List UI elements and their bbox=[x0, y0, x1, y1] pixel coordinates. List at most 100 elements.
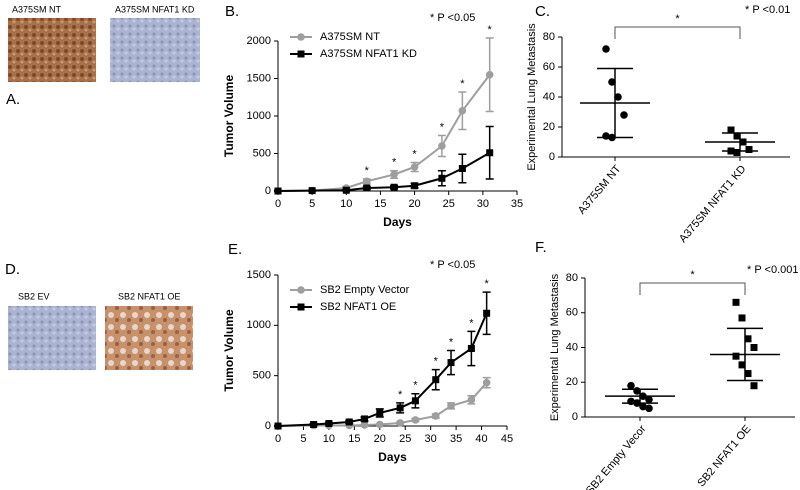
marker bbox=[733, 149, 741, 156]
significance-star: * bbox=[413, 380, 418, 392]
bracket bbox=[614, 26, 741, 39]
marker bbox=[608, 78, 616, 86]
x-tick-label: 45 bbox=[501, 433, 513, 445]
y-axis-label: Experimental Lung Metastasis bbox=[526, 23, 538, 171]
legend-label: SB2 Empty Vector bbox=[320, 284, 410, 296]
marker bbox=[467, 396, 476, 404]
marker bbox=[614, 93, 622, 101]
x-tick-label: 15 bbox=[348, 433, 360, 445]
marker bbox=[297, 50, 305, 58]
marker bbox=[342, 186, 350, 194]
significance-note: * P <0.001 bbox=[747, 264, 798, 276]
marker bbox=[438, 174, 446, 182]
marker bbox=[360, 421, 369, 429]
sd-bar bbox=[727, 327, 763, 382]
marker bbox=[297, 303, 305, 311]
marker bbox=[483, 309, 491, 317]
y-tick-label: 1000 bbox=[247, 110, 271, 122]
x-tick-label: 10 bbox=[323, 433, 335, 445]
significance-star: * bbox=[365, 165, 370, 177]
y-tick-label: 0 bbox=[549, 151, 555, 163]
marker bbox=[486, 149, 494, 157]
y-axis-label: Tumor Volume bbox=[222, 75, 236, 158]
ihc-image bbox=[8, 306, 96, 370]
marker bbox=[390, 170, 398, 179]
y-tick-label: 80 bbox=[543, 31, 555, 43]
legend-label: A375SM NT bbox=[320, 31, 380, 43]
marker bbox=[447, 402, 455, 410]
y-tick-label: 20 bbox=[543, 121, 555, 133]
series-line bbox=[277, 151, 491, 192]
marker bbox=[738, 314, 746, 322]
significance-star: * bbox=[449, 336, 454, 348]
ihc-image bbox=[105, 306, 193, 370]
marker bbox=[274, 422, 282, 430]
marker bbox=[411, 397, 419, 405]
significance-star: * bbox=[434, 356, 439, 368]
marker bbox=[297, 286, 305, 294]
sd-bar bbox=[722, 132, 758, 152]
marker bbox=[645, 395, 653, 404]
significance-note: * P <0.05 bbox=[430, 12, 475, 24]
bracket-label: * bbox=[690, 269, 695, 281]
marker bbox=[732, 352, 740, 360]
y-tick-label: 1500 bbox=[247, 269, 271, 281]
x-tick-label: 10 bbox=[340, 198, 352, 210]
x-tick-label: 25 bbox=[443, 198, 455, 210]
marker bbox=[308, 187, 316, 195]
x-axis-label: Days bbox=[378, 450, 407, 464]
marker bbox=[727, 126, 735, 134]
panel-label: F. bbox=[535, 239, 547, 256]
panel-label: E. bbox=[228, 241, 242, 258]
x-tick-label: 5 bbox=[309, 198, 315, 210]
marker bbox=[620, 111, 628, 119]
significance-star: * bbox=[412, 148, 417, 160]
marker bbox=[310, 420, 318, 428]
marker bbox=[482, 378, 491, 387]
marker bbox=[410, 163, 419, 171]
x-tick-label: 25 bbox=[399, 433, 411, 445]
y-tick-label: 80 bbox=[566, 272, 578, 284]
marker bbox=[645, 404, 653, 413]
marker bbox=[738, 361, 746, 369]
legend-label: A375SM NFAT1 KD bbox=[320, 48, 417, 60]
significance-star: * bbox=[398, 389, 403, 401]
marker bbox=[458, 165, 466, 172]
x-tick-label: SB2 NFAT1 OE bbox=[695, 423, 753, 489]
marker bbox=[602, 45, 610, 53]
ihc-image bbox=[110, 18, 200, 82]
x-tick-label: 35 bbox=[511, 198, 523, 210]
x-tick-label: 30 bbox=[477, 198, 489, 210]
marker bbox=[744, 370, 752, 378]
x-tick-label: 20 bbox=[374, 433, 386, 445]
marker bbox=[467, 344, 475, 352]
y-tick-label: 60 bbox=[543, 61, 555, 73]
x-tick-label: 35 bbox=[450, 433, 462, 445]
marker bbox=[376, 409, 384, 417]
marker bbox=[362, 177, 371, 186]
y-tick-label: 0 bbox=[265, 185, 271, 197]
marker bbox=[744, 335, 752, 343]
y-axis-label: Experimental Lung Metastasis bbox=[549, 273, 561, 421]
marker bbox=[390, 183, 398, 191]
y-tick-label: 1000 bbox=[247, 319, 271, 331]
panel-label: C. bbox=[535, 3, 550, 20]
image-caption: SB2 NFAT1 OE bbox=[118, 291, 180, 301]
significance-star: * bbox=[485, 278, 490, 290]
y-tick-label: 0 bbox=[265, 420, 271, 432]
series-line bbox=[277, 74, 491, 192]
marker bbox=[458, 106, 467, 115]
x-tick-label: 30 bbox=[425, 433, 437, 445]
marker bbox=[639, 402, 647, 411]
significance-star: * bbox=[488, 24, 493, 36]
sd-bar bbox=[597, 67, 633, 139]
marker bbox=[431, 412, 440, 420]
panel-label: B. bbox=[225, 3, 239, 20]
x-tick-label: A375SM NFAT1 KD bbox=[677, 163, 749, 245]
significance-star: * bbox=[392, 157, 397, 169]
marker bbox=[345, 418, 353, 426]
y-tick-label: 500 bbox=[253, 370, 271, 382]
marker bbox=[750, 382, 758, 390]
significance-note: * P <0.01 bbox=[745, 4, 790, 16]
